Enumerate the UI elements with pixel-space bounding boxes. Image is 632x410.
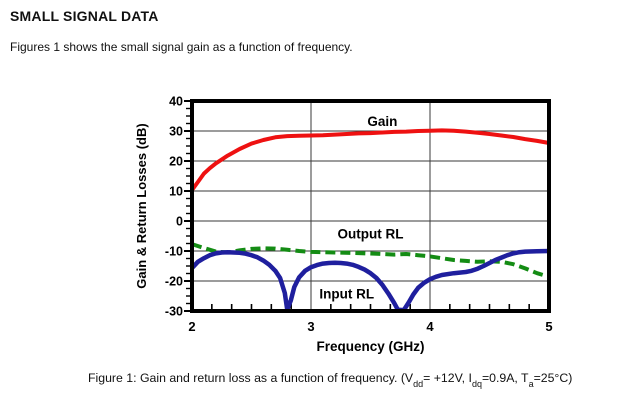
x-tick-label: 3: [307, 319, 314, 334]
caption-sub-idq: dq: [471, 379, 482, 390]
caption-sub-vdd: dd: [413, 379, 424, 390]
y-axis-title: Gain & Return Losses (dB): [134, 123, 149, 288]
figure-caption: Figure 1: Gain and return loss as a func…: [88, 371, 573, 390]
y-tick-label: -10: [165, 245, 183, 259]
y-tick-label: 30: [169, 125, 183, 139]
x-tick-label: 2: [188, 319, 195, 334]
section-title: SMALL SIGNAL DATA: [10, 8, 159, 24]
y-tick-label: 0: [176, 215, 183, 229]
y-tick-label: -20: [165, 275, 183, 289]
y-tick-label: -30: [165, 305, 183, 319]
caption-sub-ta: a: [528, 379, 534, 390]
gain-curve: [190, 128, 550, 192]
output-rl-label: Output RL: [338, 227, 404, 242]
plot-border: [190, 99, 551, 313]
input-rl-curve: [190, 248, 550, 313]
x-tick-label: 4: [426, 319, 434, 334]
y-tick-label: 20: [169, 155, 183, 169]
x-axis-title: Frequency (GHz): [316, 339, 424, 354]
intro-text: Figures 1 shows the small signal gain as…: [10, 40, 353, 54]
y-tick-label: 40: [169, 95, 183, 109]
caption-text: Figure 1: Gain and return loss as a func…: [88, 371, 414, 385]
x-tick-label: 5: [545, 319, 552, 334]
y-tick-label: 10: [169, 185, 183, 199]
gain-label: Gain: [367, 114, 397, 129]
input-rl-label: Input RL: [319, 287, 374, 302]
